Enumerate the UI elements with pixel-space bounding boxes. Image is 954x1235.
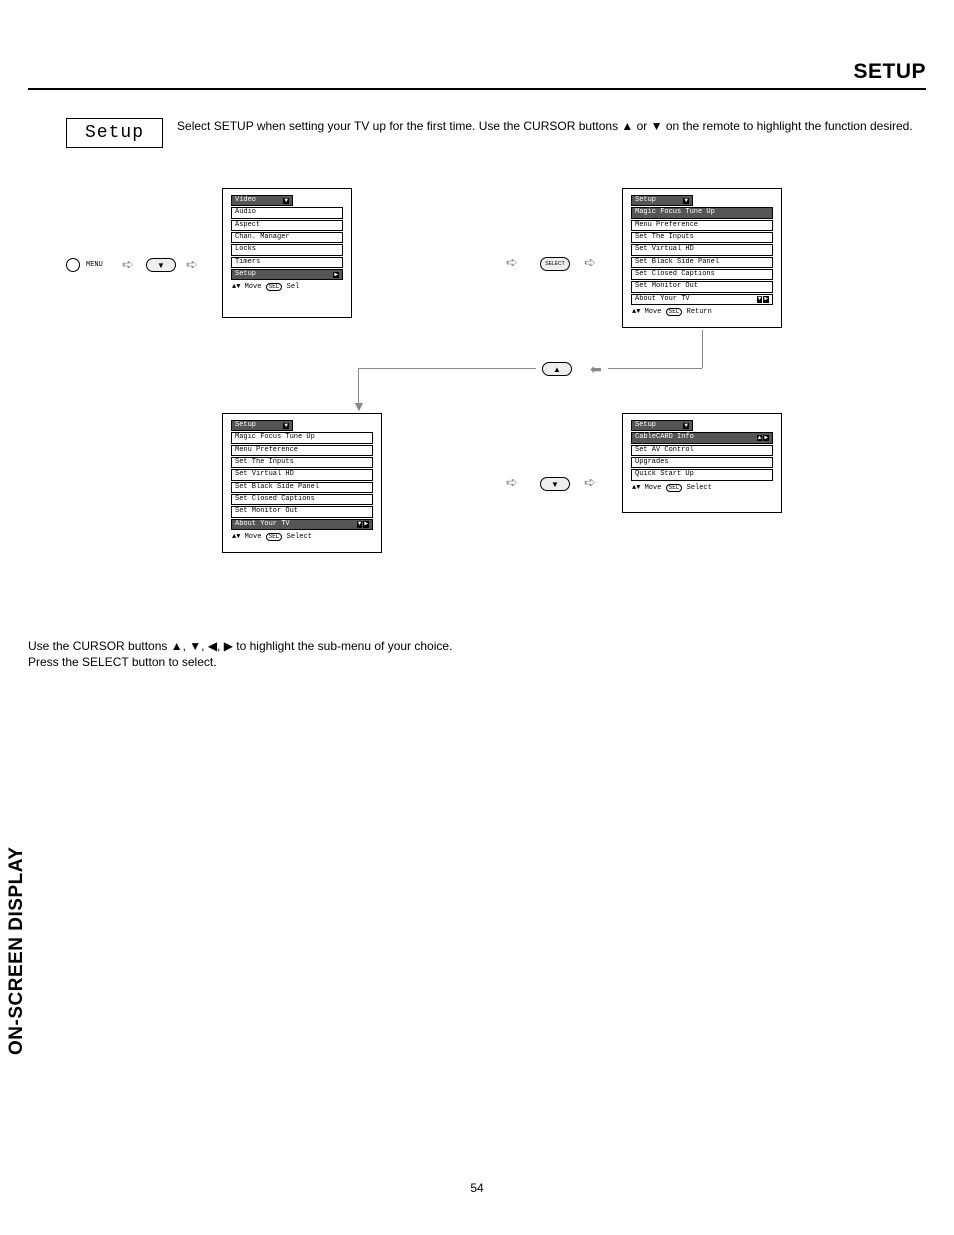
arrow-right-icon: ➪: [122, 256, 134, 273]
menu-item-highlighted: Setup▶: [231, 269, 343, 280]
dpad-icon: ▼: [540, 477, 570, 491]
arrow-right-icon: ➪: [584, 254, 596, 271]
bottom-instructions: Use the CURSOR buttons ▲, ▼, ◀, ▶ to hig…: [28, 638, 926, 670]
menu-item: Set Black Side Panel: [231, 482, 373, 493]
menu-item: Menu Preference: [231, 445, 373, 456]
menu-label: MENU: [86, 261, 103, 269]
menu-item: Audio: [231, 207, 343, 218]
dpad-down-graphic: ▼: [146, 258, 176, 272]
menu-item: Set Black Side Panel: [631, 257, 773, 268]
dpad-icon: ▲: [542, 362, 572, 376]
menu-title: Setup▼: [231, 420, 293, 431]
setup-menu-screen-1: Setup▼ Magic Focus Tune Up Menu Preferen…: [622, 188, 782, 328]
menu-title: Video▼: [231, 195, 293, 206]
arrow-left-icon: ⬅: [590, 361, 602, 378]
menu-item: Set Monitor Out: [631, 281, 773, 292]
hint-row: ▲▼ Move SEL Sel: [231, 281, 343, 291]
dpad-down-graphic: ▼: [540, 477, 570, 491]
menu-item: Upgrades: [631, 457, 773, 468]
arrow-down-icon: ▼: [352, 398, 366, 414]
arrow-right-icon: ➪: [506, 474, 518, 491]
menu-item-highlighted: Magic Focus Tune Up: [631, 207, 773, 218]
hint-row: ▲▼ Move SEL Return: [631, 306, 773, 316]
menu-item: Magic Focus Tune Up: [231, 432, 373, 443]
menu-item-highlighted: About Your TV▼▶: [231, 519, 373, 530]
menu-item: Set Closed Captions: [231, 494, 373, 505]
menu-item: Set Monitor Out: [231, 506, 373, 517]
setup-menu-screen-2: Setup▼ Magic Focus Tune Up Menu Preferen…: [222, 413, 382, 553]
menu-button-graphic: MENU: [66, 258, 103, 272]
menu-item: Set AV Control: [631, 445, 773, 456]
arrow-right-icon: ➪: [506, 254, 518, 271]
hint-row: ▲▼ Move SEL Select: [231, 531, 373, 541]
menu-item-highlighted: CableCARD Info▲▶: [631, 432, 773, 443]
flow-line: [358, 368, 536, 369]
main-menu-screen: Video▼ Audio Aspect Chan. Manager Locks …: [222, 188, 352, 318]
menu-item: Set The Inputs: [631, 232, 773, 243]
menu-item: Aspect: [231, 220, 343, 231]
menu-item: Set Virtual HD: [231, 469, 373, 480]
arrow-right-icon: ➪: [186, 256, 198, 273]
header: SETUP: [28, 60, 926, 90]
menu-item: Timers: [231, 257, 343, 268]
page-title: SETUP: [853, 60, 926, 83]
menu-title: Setup▼: [631, 420, 693, 431]
intro-text: Select SETUP when setting your TV up for…: [177, 118, 913, 134]
arrow-right-icon: ➪: [584, 474, 596, 491]
hint-row: ▲▼ Move SEL Select: [631, 482, 773, 492]
menu-title: Setup▼: [631, 195, 693, 206]
dpad-icon: ▼: [146, 258, 176, 272]
menu-item: Set Closed Captions: [631, 269, 773, 280]
flow-line: [608, 368, 702, 369]
select-button-icon: SELECT: [540, 257, 570, 271]
section-side-label: ON-SCREEN DISPLAY: [6, 847, 28, 1055]
menu-item: Set Virtual HD: [631, 244, 773, 255]
setup-callout-box: Setup: [66, 118, 163, 148]
setup-menu-screen-3: Setup▼ CableCARD Info▲▶ Set AV Control U…: [622, 413, 782, 513]
menu-flow-diagram: MENU ➪ ▼ ➪ Video▼ Audio Aspect Chan. Man…: [28, 178, 926, 598]
menu-circle-icon: [66, 258, 80, 272]
menu-item: About Your TV▼▶: [631, 294, 773, 305]
flow-line: [702, 330, 703, 368]
intro-row: Setup Select SETUP when setting your TV …: [28, 118, 926, 148]
menu-item: Chan. Manager: [231, 232, 343, 243]
instruction-line-2: Press the SELECT button to select.: [28, 654, 926, 670]
dpad-up-graphic: ▲: [542, 362, 572, 376]
menu-item: Set The Inputs: [231, 457, 373, 468]
menu-item: Quick Start Up: [631, 469, 773, 480]
page-number: 54: [0, 1181, 954, 1195]
select-button-graphic: SELECT: [540, 257, 570, 271]
instruction-line-1: Use the CURSOR buttons ▲, ▼, ◀, ▶ to hig…: [28, 638, 926, 654]
menu-item: Locks: [231, 244, 343, 255]
menu-item: Menu Preference: [631, 220, 773, 231]
